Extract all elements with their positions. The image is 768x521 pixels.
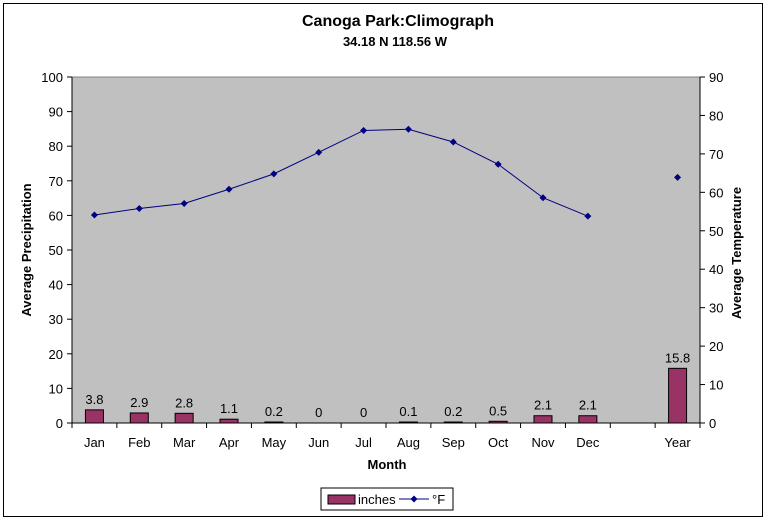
data-label-jul: 0 [360,405,367,420]
y-left-tick-label: 30 [49,312,63,327]
y-right-tick-label: 0 [709,416,716,431]
y-left-tick-label: 0 [56,416,63,431]
y-right-tick-label: 70 [709,147,723,162]
bar-feb [129,412,149,424]
y-right-tick-label: 90 [709,70,723,85]
y-right-tick-label: 60 [709,185,723,200]
legend: inches °F [320,487,454,511]
temperature-line-0 [94,128,589,217]
y-right-tick-label: 80 [709,108,723,123]
data-label-apr: 1.1 [220,401,238,416]
bar-mar [174,412,194,424]
temperature-point-aug [404,125,412,133]
temperature-point-dec [584,212,592,220]
temperature-point-may [270,170,278,178]
temperature-point-feb [135,204,143,212]
legend-bar-swatch [327,494,356,505]
y-axis-right-title: Average Temperature [729,187,744,319]
x-axis-title: Month [368,457,407,472]
y-right-tick-label: 10 [709,378,723,393]
x-tick-label-jun: Jun [308,435,329,450]
x-tick-label-oct: Oct [488,435,509,450]
y-left-tick-label: 60 [49,208,63,223]
y-left-tick-label: 40 [49,278,63,293]
temperature-point-jul [360,126,368,134]
y-left-tick-label: 50 [49,243,63,258]
x-tick-label-nov: Nov [531,435,555,450]
x-tick-label-dec: Dec [576,435,600,450]
x-tick-label-may: May [262,435,287,450]
bar-dec [578,415,598,424]
y-right-tick-label: 30 [709,301,723,316]
temperature-point-nov [539,194,547,202]
temperature-point-apr [225,185,233,193]
temperature-point-year [674,173,682,181]
data-label-jun: 0 [315,405,322,420]
x-tick-label-year: Year [664,435,691,450]
temperature-point-jun [315,148,323,156]
data-label-jan: 3.8 [85,392,103,407]
temperature-point-oct [494,160,502,168]
x-tick-label-mar: Mar [173,435,196,450]
x-tick-label-sep: Sep [442,435,465,450]
y-left-tick-label: 80 [49,139,63,154]
y-left-tick-label: 10 [49,381,63,396]
x-tick-label-jul: Jul [355,435,372,450]
bar-nov [533,415,553,424]
bar-jan [84,409,104,424]
data-label-may: 0.2 [265,404,283,419]
legend-line-marker [410,495,418,503]
temperature-point-jan [90,211,98,219]
data-label-mar: 2.8 [175,395,193,410]
data-label-aug: 0.1 [399,404,417,419]
data-label-feb: 2.9 [130,395,148,410]
y-right-tick-label: 20 [709,339,723,354]
data-label-oct: 0.5 [489,403,507,418]
temperature-point-sep [449,138,457,146]
x-tick-label-feb: Feb [128,435,150,450]
plot-area [71,76,701,424]
x-tick-label-jan: Jan [84,435,105,450]
y-left-tick-label: 70 [49,174,63,189]
legend-label-fahrenheit: °F [432,492,445,507]
x-tick-label-aug: Aug [397,435,420,450]
data-label-year: 15.8 [665,350,690,365]
y-axis-left-title: Average Precipitation [19,183,34,316]
temperature-point-mar [180,199,188,207]
data-label-sep: 0.2 [444,404,462,419]
bar-apr [219,418,239,424]
y-left-tick-label: 90 [49,105,63,120]
x-tick-label-apr: Apr [219,435,240,450]
legend-label-inches: inches [358,492,396,507]
chart-title: Canoga Park:Climograph [302,13,494,30]
data-label-nov: 2.1 [534,398,552,413]
y-left-tick-label: 100 [41,70,63,85]
bar-year [668,367,688,424]
y-right-tick-label: 50 [709,224,723,239]
y-right-tick-label: 40 [709,262,723,277]
y-left-tick-label: 20 [49,347,63,362]
chart-subtitle: 34.18 N 118.56 W [343,34,448,49]
data-label-dec: 2.1 [579,398,597,413]
